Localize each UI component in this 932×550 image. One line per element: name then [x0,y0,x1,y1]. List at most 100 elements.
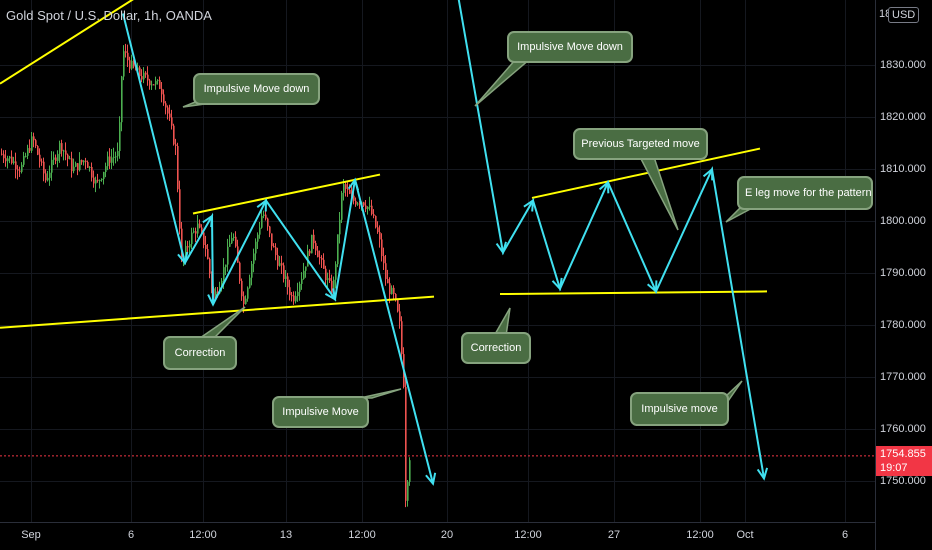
candle-body-down [323,259,325,269]
candle-body-up [107,156,109,167]
price-tick-label: 1800.000 [880,215,926,228]
arrowhead [324,288,337,302]
callout-impulsive-move[interactable]: Impulsive Move [272,396,369,428]
candle-body-down [375,215,377,228]
candle-body-up [337,234,339,265]
candle-body-down [15,161,17,170]
candle-body-down [179,189,181,229]
callout-correction[interactable]: Correction [163,336,237,370]
candle-body-down [71,158,73,172]
price-tick-label: 1810.000 [880,163,926,176]
candle-body-up [303,270,305,279]
candle-body-up [255,241,257,254]
candle-body-down [39,154,41,162]
candle-body-down [381,239,383,257]
callout-impulsive-move-2[interactable]: Impulsive move [630,392,729,426]
price-tick-label: 1830.000 [880,59,926,72]
candle-body-down [109,156,111,163]
candle-body-down [161,88,163,95]
candle-body-up [311,234,313,254]
candle-body-down [177,146,179,190]
callout-label: Previous Targeted move [581,138,700,150]
candle-body-down [93,177,95,184]
candle-body-down [283,265,285,279]
candle-body-down [363,202,365,206]
candle-body-down [347,188,349,190]
trendline [192,173,381,215]
trendline [499,290,768,296]
candle-body-down [405,386,407,501]
candle-body-up [247,287,249,299]
wave-arrows [122,0,769,486]
candle-body-down [309,250,311,254]
candle-body-down [287,276,289,288]
candle-body-up [391,287,393,295]
candle-body-down [97,179,99,181]
candle-body-down [173,125,175,145]
candle-body-down [383,256,385,264]
candle-body-up [229,243,231,247]
time-tick-label: Oct [736,529,754,541]
callout-impulsive-move-down-2[interactable]: Impulsive Move down [507,31,633,63]
candle-body-up [221,280,223,288]
candle-body-down [399,311,401,322]
candle-body-up [73,166,75,172]
candle-body-up [83,160,85,163]
candle-body-up [245,298,247,305]
trendlines [0,0,768,329]
candle-body-up [215,291,217,299]
arrowhead [646,280,658,294]
callout-correction-2[interactable]: Correction [461,332,531,364]
candle-body-up [335,264,337,280]
callout-tail [474,58,533,107]
candle-body-up [53,157,55,160]
candle-body-up [25,155,27,157]
candle-body-down [153,84,155,86]
time-tick-label: 27 [607,529,621,541]
candle-body-up [301,278,303,284]
time-tick-label: 13 [279,529,293,541]
callout-impulsive-move-down[interactable]: Impulsive Move down [193,73,320,105]
bar-countdown: 19:07 [880,462,908,474]
candle-body-down [281,263,283,266]
candle-body-down [163,94,165,104]
callout-e-leg-move[interactable]: E leg move for the pattern [737,176,873,210]
candle-body-down [241,280,243,297]
candle-body-down [199,223,201,228]
candle-body-down [291,295,293,297]
callout-label: Impulsive move [641,403,718,415]
wave-arrow-path [457,0,765,479]
last-price-value: 1754.855 [880,448,926,460]
candle-body-down [171,117,173,126]
candle-body-up [305,266,307,271]
candle-body-down [55,157,57,161]
candle-body-down [209,258,211,274]
candle-body-down [35,140,37,147]
candle-body-up [21,164,23,172]
price-tick-label: 1770.000 [880,371,926,384]
candle-body-down [5,158,7,162]
candle-body-down [321,257,323,260]
currency-button[interactable]: USD [888,7,920,23]
candle-body-down [379,232,381,240]
candle-body-up [367,206,369,210]
candle-body-down [195,231,197,234]
candle-body-down [325,268,327,281]
candle-body-down [271,233,273,247]
candle-body-up [115,156,117,158]
time-tick-label: Sep [21,529,41,541]
callout-previous-targeted-move[interactable]: Previous Targeted move [573,128,708,160]
trendline [0,295,435,329]
candle-body-down [359,203,361,205]
candle-body-up [117,151,119,157]
candle-body-down [77,163,79,171]
last-price-tag: 1754.855 19:07 [876,446,932,476]
candle-body-down [289,287,291,296]
candle-body-up [131,60,133,69]
candle-body-down [165,103,167,108]
candle-body-up [227,246,229,265]
candle-body-down [81,159,83,163]
candle-body-down [1,153,3,155]
callout-label: E leg move for the pattern [745,187,872,199]
